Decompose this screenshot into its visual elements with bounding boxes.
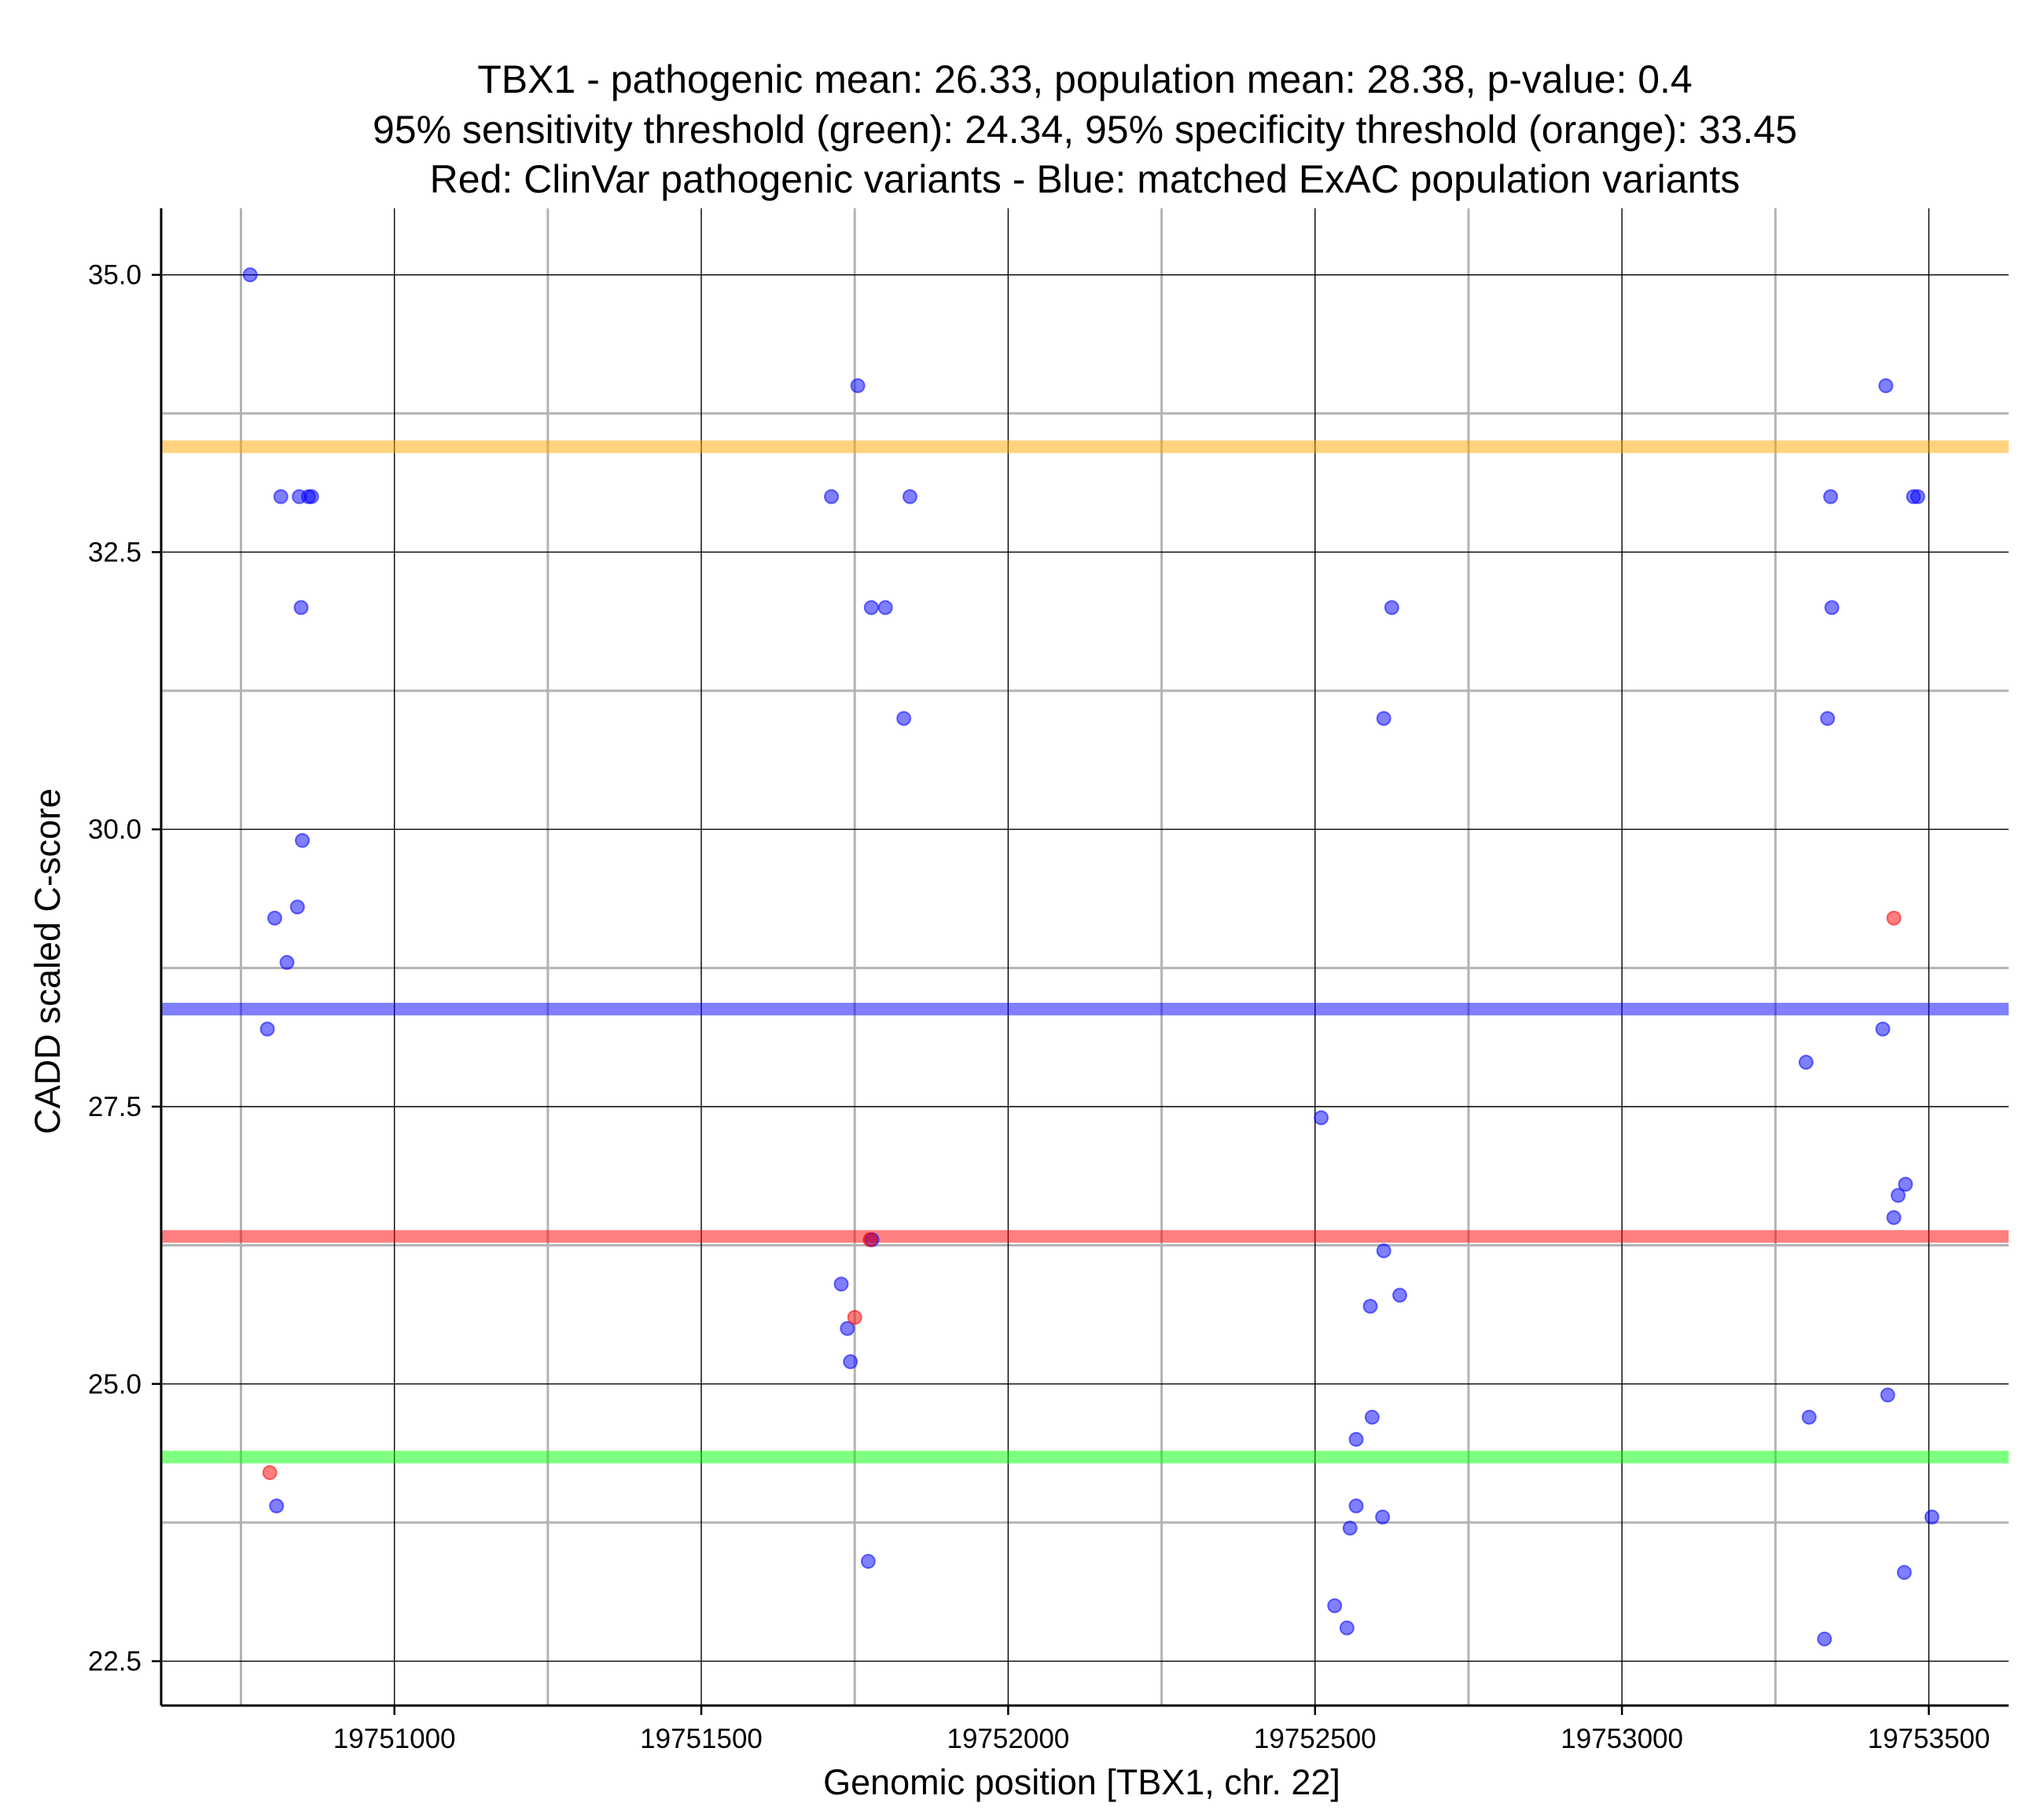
population-point	[1348, 1431, 1364, 1447]
y-tick-label: 30.0	[88, 814, 142, 845]
population-point	[833, 1276, 849, 1292]
chart-title-line-2: 95% sensitivity threshold (green): 24.34…	[373, 108, 1797, 152]
population-point	[1798, 1055, 1814, 1070]
population-point	[289, 899, 305, 915]
population-point	[1820, 711, 1836, 726]
population-point	[1339, 1620, 1355, 1636]
threshold-lines	[161, 440, 2009, 1463]
x-tick-label: 19751500	[640, 1724, 763, 1754]
population-point	[1817, 1631, 1833, 1647]
population-point	[295, 832, 311, 848]
population-point	[269, 1498, 285, 1514]
population-point	[1327, 1598, 1343, 1614]
pathogenic-point	[862, 1232, 878, 1247]
pathogenic-point	[1886, 910, 1902, 926]
population-point	[303, 489, 319, 505]
population-point	[293, 600, 309, 615]
population-point	[1886, 1210, 1902, 1225]
population-point	[259, 1021, 275, 1037]
population-point	[1880, 1387, 1895, 1403]
population-point	[1898, 1177, 1913, 1192]
population-point	[877, 600, 893, 615]
population-point	[902, 489, 917, 505]
population-point	[1314, 1110, 1329, 1125]
population-point	[1924, 1509, 1939, 1525]
population-point	[273, 489, 289, 505]
population-point	[843, 1354, 858, 1370]
y-axis-ticks: 22.5 25.0 27.5 30.0 32.5 35.0	[88, 260, 161, 1677]
population-point	[242, 267, 258, 283]
x-tick-label: 19753500	[1868, 1724, 1991, 1754]
x-tick-label: 19752500	[1254, 1724, 1377, 1754]
population-point	[1910, 489, 1925, 505]
x-axis-ticks: 19751000 19751500 19752000 19752500 19753000…	[333, 1706, 1991, 1754]
population-point	[1364, 1409, 1380, 1425]
population-point	[1362, 1298, 1378, 1314]
pathogenic-point	[847, 1309, 862, 1325]
y-axis-label: CADD scaled C-score	[28, 788, 68, 1134]
population-point	[1823, 489, 1839, 505]
population-point	[1824, 600, 1840, 615]
x-tick-label: 19753000	[1561, 1724, 1683, 1754]
population-point	[1896, 1565, 1912, 1581]
x-axis-label: Genomic position [TBX1, chr. 22]	[823, 1762, 1340, 1802]
population-point	[1342, 1520, 1358, 1536]
population-point	[1392, 1287, 1408, 1303]
population-point	[824, 489, 840, 505]
x-tick-label: 19751000	[333, 1724, 456, 1754]
y-tick-label: 27.5	[88, 1092, 142, 1122]
population-point	[279, 955, 295, 971]
population-point	[1376, 711, 1391, 726]
population-point	[863, 600, 879, 615]
population-point	[896, 711, 912, 726]
population-point	[860, 1554, 876, 1570]
y-tick-label: 35.0	[88, 260, 142, 291]
population-point	[1801, 1409, 1817, 1425]
y-tick-label: 22.5	[88, 1647, 142, 1677]
population-point	[850, 378, 866, 394]
population-point	[1376, 1243, 1391, 1258]
x-tick-label: 19752000	[947, 1724, 1070, 1754]
population-point	[1878, 378, 1894, 394]
chart-title-line-3: Red: ClinVar pathogenic variants - Blue:…	[430, 157, 1741, 201]
population-point	[1890, 1188, 1906, 1203]
population-point	[267, 910, 282, 926]
pathogenic-point	[262, 1465, 278, 1481]
data-points	[242, 267, 1939, 1647]
y-tick-label: 32.5	[88, 537, 142, 567]
population-point	[1348, 1498, 1364, 1514]
chart-title-line-1: TBX1 - pathogenic mean: 26.33, populatio…	[477, 57, 1692, 101]
minor-gridlines	[161, 208, 2009, 1706]
population-point	[1384, 600, 1399, 615]
population-point	[840, 1320, 855, 1336]
y-tick-label: 25.0	[88, 1369, 142, 1400]
population-point	[1375, 1509, 1391, 1525]
population-point	[1875, 1021, 1891, 1037]
